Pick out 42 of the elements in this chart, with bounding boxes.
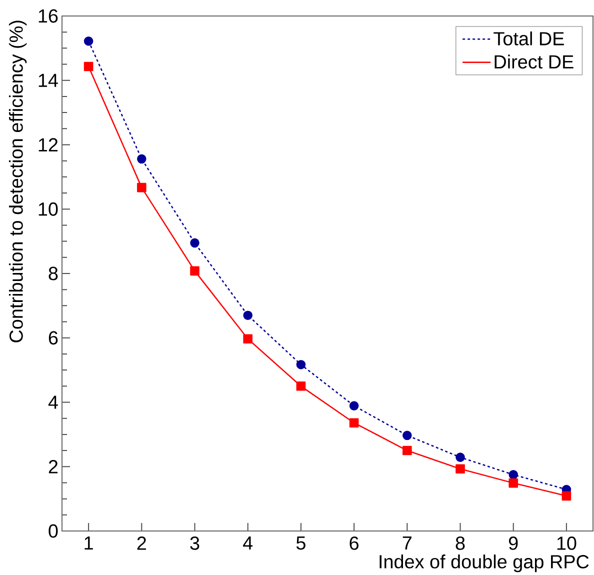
point: [190, 266, 200, 276]
y-tick-label: 2: [48, 460, 58, 474]
point: [508, 478, 518, 488]
point: [84, 36, 94, 46]
y-tick-label: 16: [38, 9, 58, 23]
point: [456, 452, 465, 462]
legend-label: Total DE: [494, 31, 564, 46]
y-axis-title: Contribution to detection efficiency (%): [8, 20, 27, 342]
point: [137, 154, 146, 164]
y-tick-label: 12: [38, 138, 58, 152]
y-tick-label: 4: [48, 396, 58, 409]
point: [243, 310, 252, 320]
point: [190, 238, 200, 248]
legend-label: Direct DE: [494, 54, 574, 69]
y-tick-label: 14: [38, 74, 58, 87]
point: [562, 491, 572, 501]
x-tick-label: 6: [350, 536, 358, 550]
point: [84, 62, 94, 72]
point: [243, 334, 252, 344]
point: [349, 418, 359, 428]
y-tick-label: 10: [38, 202, 58, 216]
x-tick-label: 10: [557, 536, 576, 550]
point: [508, 470, 518, 480]
x-tick-label: 5: [296, 536, 306, 550]
y-tick-label: 0: [48, 524, 58, 538]
x-tick-label: 4: [243, 536, 253, 550]
point: [402, 446, 412, 456]
point: [349, 401, 359, 410]
y-tick-label: 6: [48, 331, 58, 345]
x-tick-label: 3: [190, 536, 200, 550]
x-tick-label: 2: [137, 536, 146, 550]
x-tick-label: 1: [84, 536, 93, 550]
x-tick-label: 7: [402, 536, 412, 550]
y-tick-label: 8: [48, 266, 58, 280]
x-tick-label: 8: [456, 536, 465, 550]
point: [296, 360, 306, 370]
point: [296, 382, 306, 391]
x-axis-title: Index of double gap RPC: [380, 554, 589, 572]
point: [137, 182, 146, 192]
point: [456, 464, 465, 474]
point: [402, 430, 412, 440]
x-tick-label: 9: [508, 536, 518, 550]
